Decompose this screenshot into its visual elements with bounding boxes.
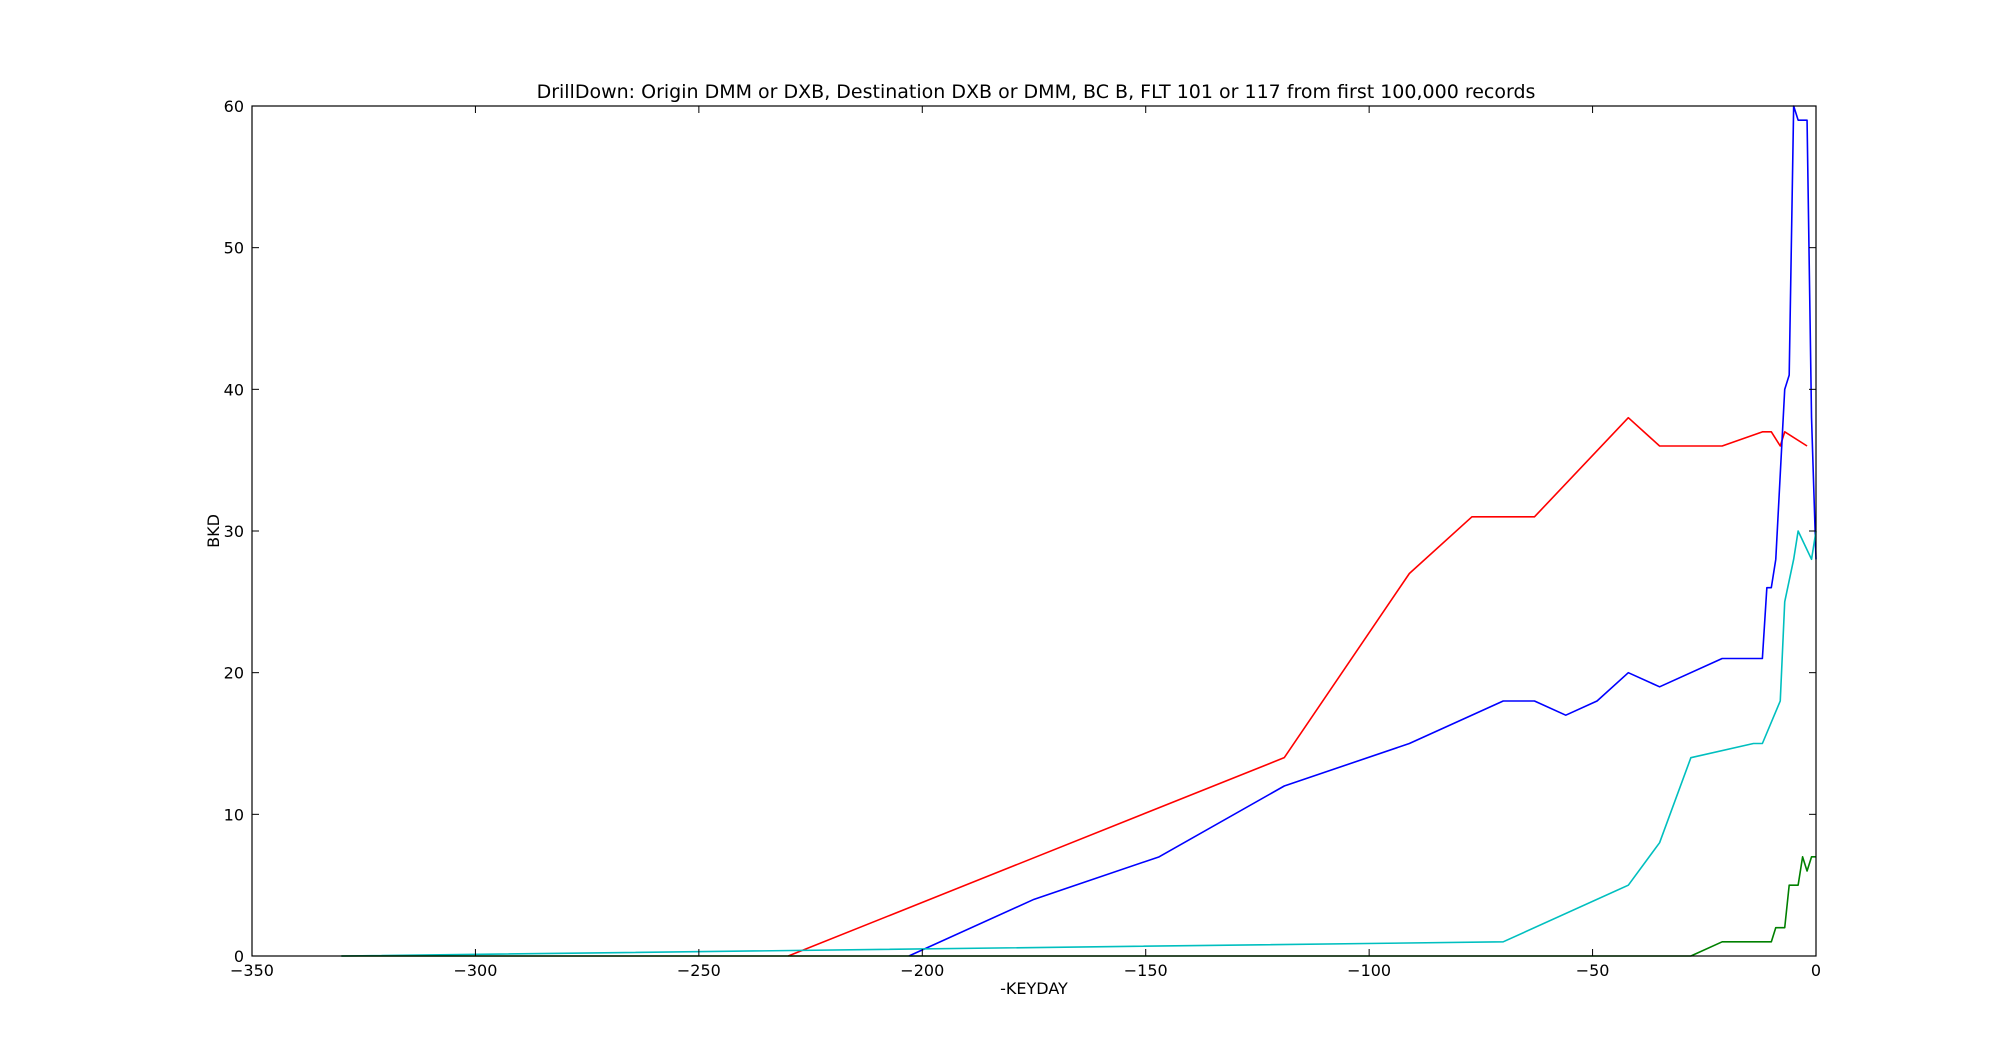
x-tick-label: 0	[1811, 961, 1821, 980]
series-line-1	[787, 416, 1808, 957]
series-line-3	[341, 530, 1817, 957]
x-tick-label: −50	[1576, 961, 1610, 980]
x-axis-label: -KEYDAY	[1000, 979, 1068, 998]
plot-background	[252, 106, 1816, 956]
y-tick-label: 40	[224, 380, 244, 399]
x-tick-label: −100	[1347, 961, 1391, 980]
y-tick-label: 20	[224, 664, 244, 683]
plot-area: −350 −300 −250 −200 −150 −100 −50 0 0 10 20 30 40 50 6…	[224, 97, 1821, 980]
tick-layer: −350 −300 −250 −200 −150 −100 −50 0 0 10 20 30 40 50 6…	[224, 97, 1821, 980]
y-tick-label: 60	[224, 97, 244, 116]
y-tick-label: 30	[224, 522, 244, 541]
x-tick-label: −200	[900, 961, 944, 980]
y-tick-label: 10	[224, 805, 244, 824]
y-axis-label: BKD	[204, 514, 223, 548]
series-line-2	[908, 105, 1817, 957]
x-tick-label: −300	[453, 961, 497, 980]
x-tick-label: −150	[1124, 961, 1168, 980]
chart-title: DrillDown: Origin DMM or DXB, Destinatio…	[537, 81, 1536, 103]
x-tick-label: −250	[677, 961, 721, 980]
y-tick-label: 50	[224, 239, 244, 258]
series-layer	[341, 105, 1817, 957]
y-tick-label: 0	[234, 947, 244, 966]
series-line-4	[341, 856, 1816, 957]
x-tick-label: −350	[230, 961, 274, 980]
